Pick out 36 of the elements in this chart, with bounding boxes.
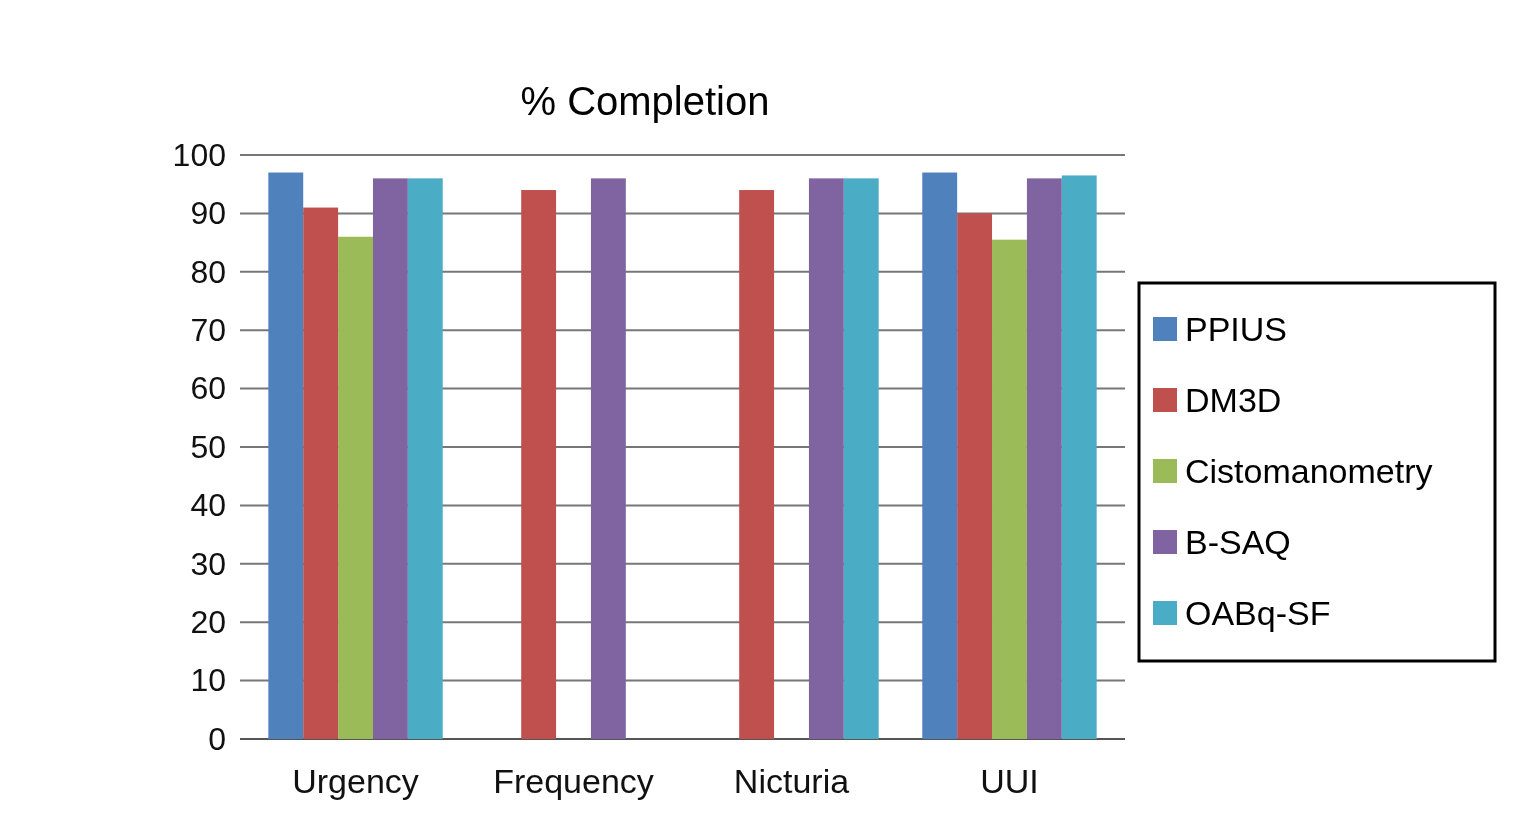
legend-label: OABq-SF [1185,594,1331,632]
y-tick-label: 60 [190,370,226,407]
bar [1026,178,1062,739]
bar [338,236,373,739]
y-tick-label: 40 [190,487,226,524]
x-tick-label: Urgency [292,762,419,801]
legend-label: B-SAQ [1185,523,1291,561]
y-tick-label: 100 [172,136,226,173]
y-tick-label: 0 [208,720,226,757]
bar [957,213,993,739]
x-tick-label: Frequency [493,762,654,801]
legend-label: DM3D [1185,381,1282,419]
bar [372,178,408,739]
x-tick-label: Nicturia [733,762,850,801]
bar [521,190,557,739]
bar [992,239,1027,739]
bar [268,172,304,739]
bar [922,172,958,739]
y-tick-label: 20 [190,603,226,640]
y-tick-label: 90 [190,195,226,232]
y-tick-label: 10 [190,662,226,699]
legend-label: Cistomanometry [1185,452,1433,490]
bar [739,190,775,739]
x-tick-label: UUI [980,762,1039,801]
y-tick-label: 80 [190,253,226,290]
y-tick-label: 50 [190,428,226,465]
chart-title: % Completion [520,79,770,123]
bar [843,178,879,739]
bar [303,207,339,739]
bar [808,178,844,739]
y-tick-label: 30 [190,545,226,582]
bar [1061,175,1097,739]
bar [407,178,443,739]
legend-label: PPIUS [1185,310,1288,348]
y-tick-label: 70 [190,311,226,348]
bar [590,178,626,739]
